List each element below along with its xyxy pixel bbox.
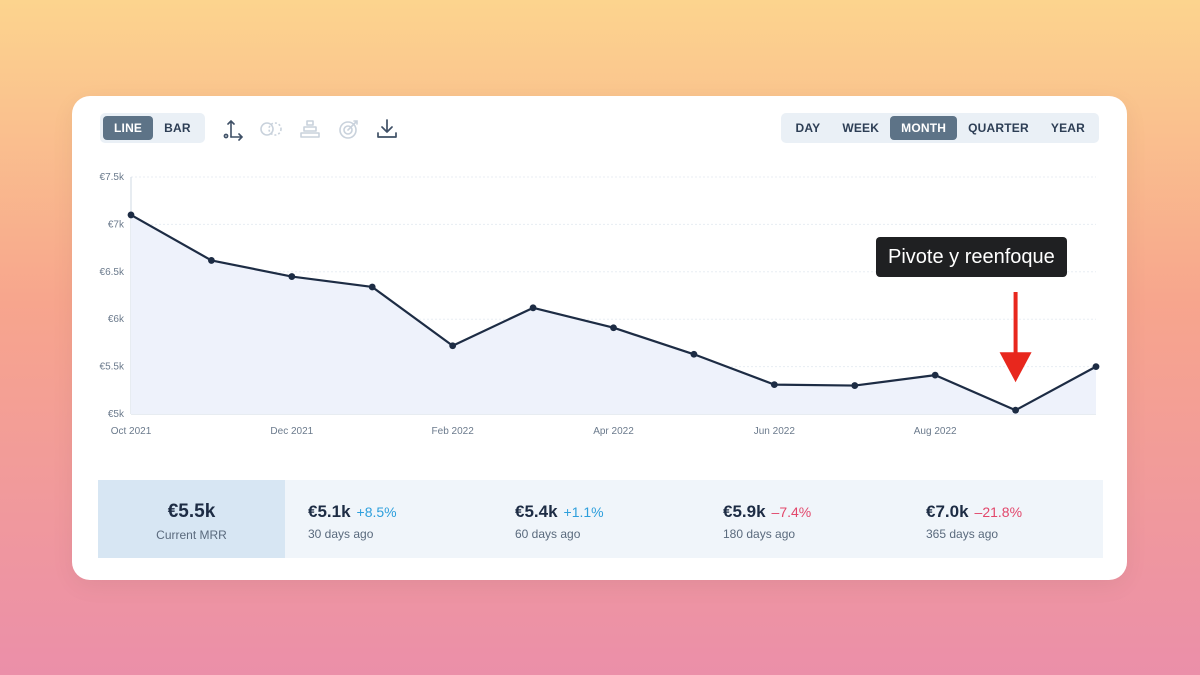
x-tick-label: Dec 2021: [270, 426, 313, 437]
period-day-button[interactable]: DAY: [795, 121, 821, 135]
axis-plot-icon[interactable]: [221, 116, 247, 142]
chart-type-bar-button[interactable]: BAR: [164, 121, 191, 135]
stat-delta: +8.5%: [356, 504, 397, 520]
y-tick-label: €5.5k: [100, 362, 125, 373]
stat-value: €5.9k: [723, 502, 766, 521]
data-point: [1092, 363, 1100, 370]
chart-type-toggle: LINE BAR: [100, 113, 205, 143]
stat-delta: –7.4%: [771, 504, 812, 520]
stat-30-days: €5.1k +8.5% 30 days ago: [285, 480, 493, 558]
stat-delta: +1.1%: [563, 504, 604, 520]
stat-label: 30 days ago: [308, 527, 374, 541]
annotation-tooltip: Pivote y reenfoque: [876, 237, 1067, 277]
stat-value: €7.0k: [926, 502, 969, 521]
data-point: [127, 211, 135, 219]
data-point: [770, 381, 778, 389]
current-mrr-stat: €5.5k Current MRR: [98, 480, 285, 558]
stat-180-days: €5.9k –7.4% 180 days ago: [701, 480, 904, 558]
stat-label: 180 days ago: [723, 527, 796, 541]
mrr-line-chart: €5k €5.5k €6k €6.5k €7k €7.5k Oct 2021 Dec 2021…: [100, 172, 1100, 437]
mrr-chart-card: LINE BAR DAY WEEK MONTH QUARTER YEAR €5k…: [72, 96, 1127, 580]
data-point: [288, 273, 296, 280]
data-point: [931, 371, 939, 379]
data-point: [690, 350, 698, 358]
chart-type-line-button[interactable]: LINE: [103, 116, 154, 140]
x-tick-label: Jun 2022: [754, 426, 796, 437]
data-point: [529, 304, 537, 312]
current-mrr-value: €5.5k: [167, 501, 216, 522]
data-point: [449, 342, 457, 350]
x-tick-label: Oct 2021: [111, 426, 152, 437]
period-week-button[interactable]: WEEK: [842, 121, 880, 135]
stat-delta: –21.8%: [974, 504, 1023, 520]
current-mrr-label: Current MRR: [156, 528, 227, 542]
stat-60-days: €5.4k +1.1% 60 days ago: [493, 480, 701, 558]
period-month-button[interactable]: MONTH: [890, 116, 958, 140]
period-quarter-button[interactable]: QUARTER: [968, 121, 1029, 135]
mrr-stats-bar: €5.5k Current MRR €5.1k +8.5% 30 days ago…: [98, 480, 1103, 558]
stat-value: €5.4k: [515, 502, 558, 521]
data-point: [851, 382, 859, 389]
data-point: [368, 283, 376, 291]
compare-circles-icon[interactable]: [258, 116, 284, 142]
y-tick-label: €7.5k: [100, 172, 125, 183]
annotation-arrow-head: [999, 352, 1032, 383]
stack-icon[interactable]: [297, 116, 323, 142]
x-tick-label: Aug 2022: [914, 426, 957, 437]
y-tick-label: €6k: [108, 314, 125, 325]
data-point: [1012, 406, 1019, 414]
download-icon[interactable]: [374, 116, 400, 142]
y-tick-label: €6.5k: [100, 267, 125, 278]
x-tick-label: Feb 2022: [432, 426, 475, 437]
stat-365-days: €7.0k –21.8% 365 days ago: [904, 480, 1103, 558]
stat-label: 365 days ago: [926, 527, 999, 541]
stat-value: €5.1k: [308, 502, 351, 521]
period-toggle: DAY WEEK MONTH QUARTER YEAR: [781, 113, 1099, 143]
target-icon[interactable]: [336, 116, 362, 142]
data-point: [208, 257, 215, 264]
area-fill: [131, 214, 1096, 414]
y-tick-label: €7k: [108, 219, 125, 230]
stat-label: 60 days ago: [515, 527, 581, 541]
x-tick-label: Apr 2022: [593, 426, 634, 437]
y-tick-label: €5k: [108, 409, 125, 420]
period-year-button[interactable]: YEAR: [1050, 121, 1085, 135]
data-point: [610, 324, 617, 332]
